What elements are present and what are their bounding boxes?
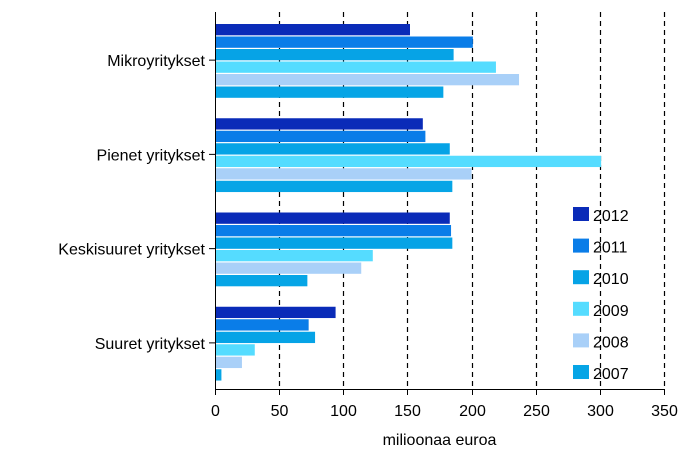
x-tick-label: 300 <box>587 403 614 420</box>
bar <box>215 118 423 130</box>
category-labels: Mikroyritykset Pienet yritykset Keskisuure… <box>58 53 205 353</box>
bar <box>215 130 426 143</box>
bar <box>215 36 473 48</box>
x-tick-labels: 0 50 100 150 200 250 300 350 <box>211 403 678 420</box>
bar <box>215 155 602 168</box>
x-tick-label: 200 <box>459 403 486 420</box>
x-axis-title: milioonaa euroa <box>383 432 497 449</box>
legend-label: 2009 <box>593 303 629 320</box>
bar <box>215 61 496 73</box>
bar <box>215 275 308 287</box>
legend-swatch <box>573 301 589 316</box>
bar <box>215 74 520 86</box>
bar <box>215 225 452 237</box>
bar <box>215 319 309 331</box>
bar <box>215 24 410 36</box>
bar <box>215 49 454 61</box>
x-tick-label: 150 <box>394 403 421 420</box>
category-label: Keskisuuret yritykset <box>58 242 205 259</box>
legend-swatch <box>573 333 589 348</box>
bar <box>215 356 242 369</box>
legend-label: 2011 <box>593 240 628 257</box>
bar <box>215 168 472 180</box>
bar <box>215 331 316 344</box>
category-label: Pienet yritykset <box>97 147 206 164</box>
bar <box>215 306 336 319</box>
bar <box>215 143 450 155</box>
x-tick-label: 0 <box>211 403 220 420</box>
bars <box>215 24 602 381</box>
category-label: Suuret yritykset <box>95 336 206 353</box>
bar <box>215 250 373 262</box>
x-tick-label: 100 <box>330 403 357 420</box>
bar <box>215 86 444 98</box>
legend-swatch <box>573 270 589 285</box>
axes <box>209 12 665 395</box>
bar <box>215 212 450 224</box>
legend-label: 2008 <box>593 334 629 351</box>
x-tick-label: 50 <box>271 403 289 420</box>
legend-swatch <box>573 238 589 253</box>
legend-swatch <box>573 365 589 379</box>
legend: 2012 2011 2010 2009 2008 2007 <box>573 207 629 383</box>
bar <box>215 262 362 274</box>
bar <box>215 369 222 381</box>
legend-label: 2007 <box>593 366 629 383</box>
legend-label: 2012 <box>593 208 629 225</box>
legend-label: 2010 <box>593 271 629 288</box>
legend-swatch <box>573 207 589 221</box>
category-label: Mikroyritykset <box>107 53 205 70</box>
bar <box>215 237 453 249</box>
bar <box>215 344 255 356</box>
x-tick-label: 250 <box>523 403 550 420</box>
bar <box>215 180 453 193</box>
x-tick-label: 350 <box>651 403 678 420</box>
